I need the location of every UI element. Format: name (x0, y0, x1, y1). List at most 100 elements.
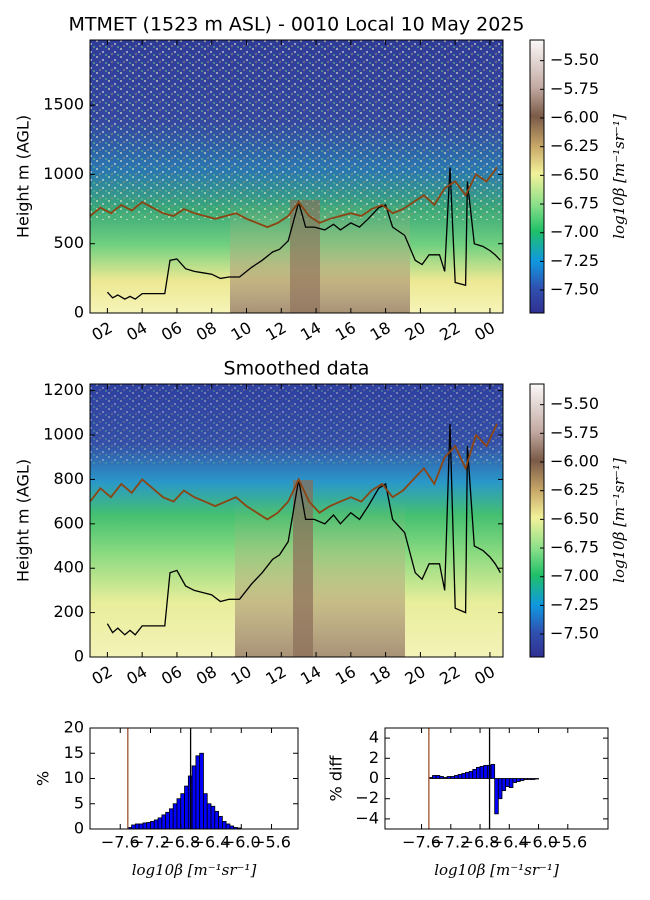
bar (195, 755, 201, 830)
bar (199, 752, 204, 830)
bar (221, 821, 227, 830)
x-tick-label: 16 (332, 318, 359, 345)
bar (450, 776, 455, 779)
colorbar-tick-label: −7.25 (550, 251, 599, 270)
profile-line (106, 423, 501, 636)
x-tick-label: 18 (367, 318, 394, 345)
chart-title: MTMET (1523 m ASL) - 0010 Local 10 May 2… (69, 14, 525, 36)
bar (468, 771, 474, 779)
y-tick-label: 0 (369, 768, 379, 787)
bar (203, 793, 208, 830)
profile-line (90, 423, 498, 521)
x-tick-label: 12 (262, 662, 289, 689)
x-tick-label: 14 (297, 318, 324, 345)
bar (180, 793, 185, 830)
bar (516, 778, 521, 782)
colorbar-tick-label: −7.00 (550, 222, 599, 241)
colorbar-tick-label: −7.25 (550, 595, 599, 614)
bar (169, 808, 174, 830)
bar (523, 778, 528, 780)
bar (519, 778, 525, 781)
bar (483, 764, 488, 779)
bar (472, 769, 477, 779)
y-tick-label: 10 (64, 768, 84, 787)
x-tick-label: −6.0 (519, 833, 558, 852)
y-tick-label: 1000 (43, 425, 84, 444)
bar (150, 821, 155, 830)
bar (454, 775, 459, 779)
bar (443, 777, 448, 779)
x-tick-label: 10 (228, 662, 255, 689)
x-tick-label: −6.0 (222, 833, 261, 852)
colorbar-tick-label: −6.50 (550, 165, 599, 184)
x-tick-label: 10 (228, 318, 255, 345)
x-axis-label: log10β [m⁻¹sr⁻¹] (132, 861, 257, 879)
y-tick-label: 15 (64, 743, 84, 762)
bar (172, 803, 178, 830)
bar (131, 824, 136, 830)
bar (153, 819, 159, 830)
y-axis-label: % (34, 771, 53, 786)
bar (439, 776, 444, 779)
colorbar-tick-label: −6.50 (550, 509, 599, 528)
bar (432, 775, 437, 779)
y-tick-label: 0 (74, 819, 84, 838)
x-tick-label: 00 (471, 662, 498, 689)
x-tick-label: −6.8 (461, 833, 500, 852)
x-tick-label: 06 (158, 318, 185, 345)
y-tick-label: 200 (53, 602, 84, 621)
bar (184, 785, 189, 830)
x-tick-label: 08 (193, 662, 220, 689)
x-tick-label: 04 (123, 662, 150, 689)
chart-title: Smoothed data (224, 358, 370, 380)
bar (142, 822, 148, 830)
y-tick-label: 1500 (43, 95, 84, 114)
x-tick-label: −6.4 (192, 833, 231, 852)
bar (461, 773, 466, 779)
colorbar-tick-label: −6.00 (550, 452, 599, 471)
bar (497, 778, 503, 800)
y-axis-label: Height m (AGL) (14, 115, 33, 238)
y-tick-label: 2 (369, 748, 379, 767)
y-tick-label: 4 (369, 728, 379, 747)
profile-line (90, 166, 498, 229)
bar (146, 822, 151, 830)
axes-frame (89, 383, 504, 658)
x-tick-label: 00 (471, 318, 498, 345)
y-axis-label: Height m (AGL) (14, 459, 33, 582)
x-tick-label: 16 (332, 662, 359, 689)
x-tick-label: −6.8 (161, 833, 200, 852)
bar (446, 776, 452, 779)
lines (90, 166, 501, 300)
bar (165, 811, 170, 830)
profile-line (106, 167, 501, 300)
colorbar-tick-label: −7.50 (550, 624, 599, 643)
x-tick-label: 12 (262, 318, 289, 345)
heatmap-image (90, 39, 545, 658)
colorbar-tick-label: −7.00 (550, 566, 599, 585)
bar (457, 774, 463, 779)
x-tick-label: 02 (89, 662, 116, 689)
bar (501, 778, 507, 792)
x-tick-label: −7.6 (101, 833, 140, 852)
bar (210, 805, 216, 830)
y-tick-label: −2 (355, 788, 379, 807)
bar (475, 766, 481, 779)
colorbar-label: log10β [m⁻¹sr⁻¹] (610, 458, 628, 583)
colorbar-tick-label: −6.25 (550, 136, 599, 155)
colorbar-label: log10β [m⁻¹sr⁻¹] (610, 114, 628, 239)
x-tick-label: 20 (402, 318, 429, 345)
axes-frame (89, 39, 504, 314)
x-tick-label: −6.4 (490, 833, 529, 852)
colorbar-tick-label: −6.75 (550, 194, 599, 213)
bar (530, 778, 536, 780)
bar (494, 778, 499, 815)
y-tick-label: 800 (53, 469, 84, 488)
x-tick-label: 06 (158, 662, 185, 689)
colorbar-tick-label: −5.75 (550, 423, 599, 442)
x-tick-label: 22 (436, 318, 463, 345)
colorbar-tick-label: −5.50 (550, 394, 599, 413)
x-tick-label: 02 (89, 318, 116, 345)
